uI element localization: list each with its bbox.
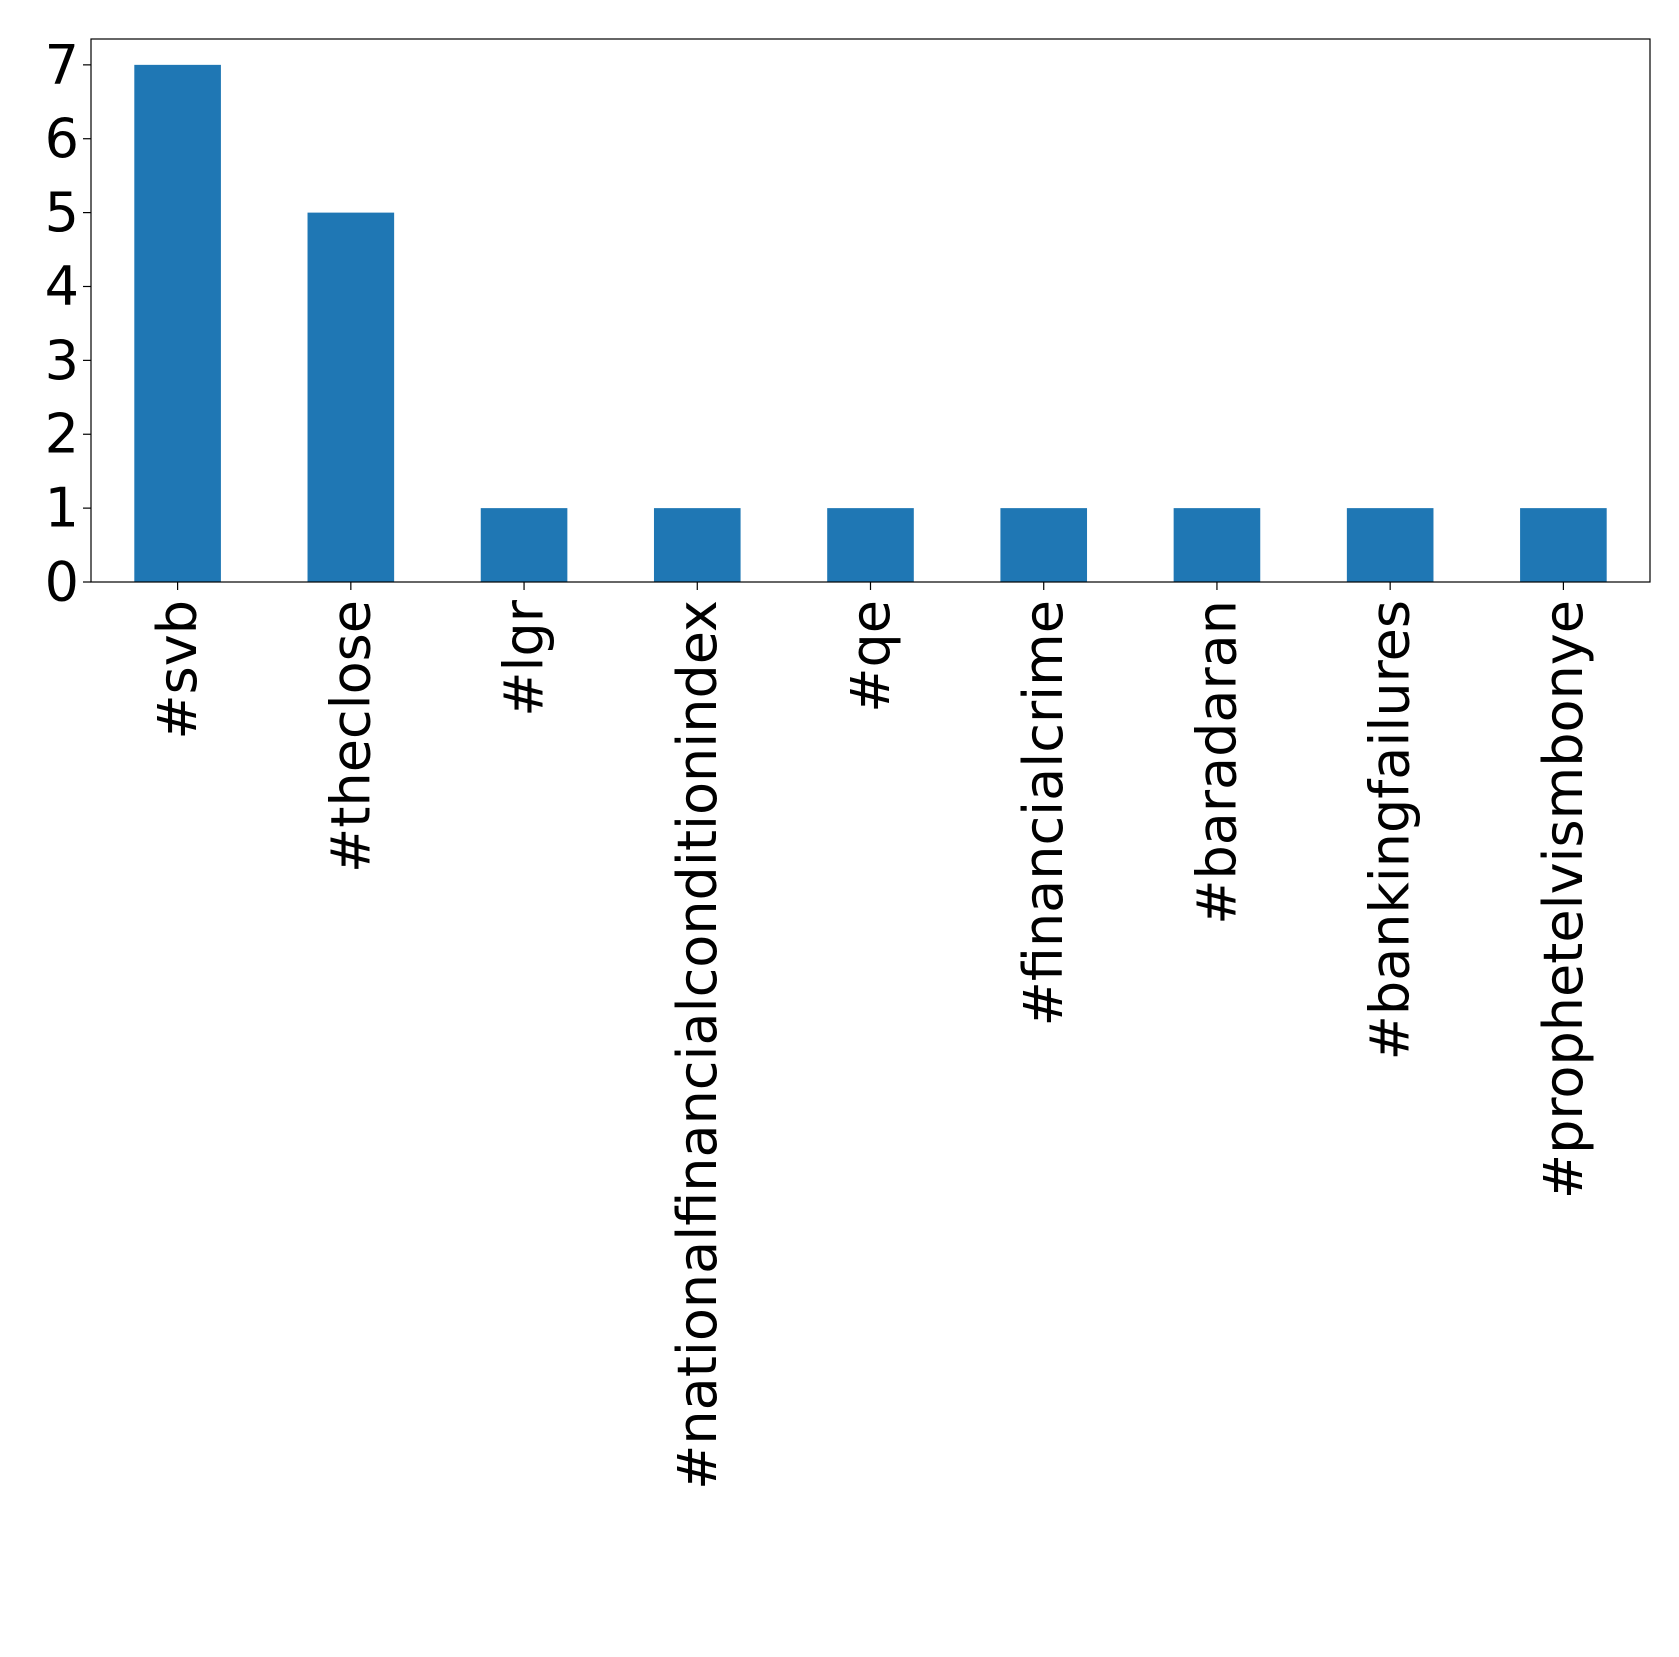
x-tick-label: #qe	[839, 600, 902, 713]
x-tick-label: #baradaran	[1185, 600, 1248, 925]
bar-baradaran	[1173, 508, 1261, 582]
y-tick-label: 6	[45, 107, 79, 170]
bar-nationalfinancialconditionindex	[653, 508, 741, 582]
x-tick-label: #lgr	[493, 599, 556, 717]
x-tick-label: #nationalfinancialconditionindex	[666, 600, 729, 1490]
y-tick-label: 7	[45, 33, 79, 96]
bar-qe	[827, 508, 914, 582]
bar-bankingfailures	[1346, 508, 1434, 582]
bars-layer	[134, 64, 1607, 583]
y-axis: 0 1 2 3 4 5 6 7	[45, 33, 91, 614]
x-tick-label: #bankingfailures	[1359, 600, 1422, 1060]
x-tick-label: #prophetelvismbonye	[1532, 600, 1595, 1199]
x-tick-label: #svb	[146, 600, 209, 740]
y-tick-label: 3	[45, 329, 79, 392]
bar-theclose	[307, 212, 395, 582]
bar-lgr	[480, 508, 568, 582]
bar-svb	[134, 64, 221, 583]
bar-prophetelvismbonye	[1520, 508, 1607, 582]
bar-financialcrime	[1000, 508, 1088, 582]
y-tick-label: 0	[45, 551, 79, 614]
y-tick-label: 2	[45, 403, 79, 466]
x-axis: #svb #theclose #lgr #nationalfinancialcondi…	[146, 582, 1595, 1490]
y-tick-label: 5	[45, 181, 79, 244]
x-tick-label: #theclose	[319, 600, 382, 873]
y-tick-label: 1	[45, 477, 79, 540]
y-tick-label: 4	[45, 255, 79, 318]
plot-frame	[90, 38, 1651, 583]
x-tick-label: #financialcrime	[1012, 600, 1075, 1026]
